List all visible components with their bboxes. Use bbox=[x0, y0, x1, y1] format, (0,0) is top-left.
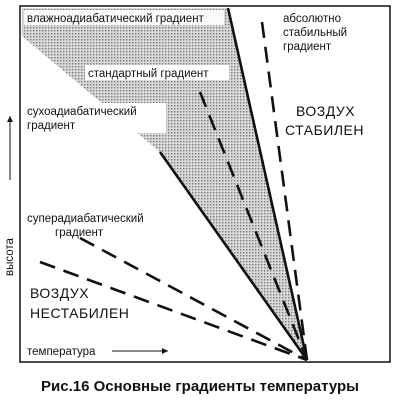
shaded-region bbox=[22, 8, 307, 360]
y-axis-label: высота bbox=[4, 237, 16, 276]
air-unstable-label-1: ВОЗДУХ bbox=[30, 285, 89, 301]
air-stable-label-1: ВОЗДУХ bbox=[296, 103, 355, 119]
standard-gradient-label: стандартный градиент bbox=[88, 68, 209, 80]
air-stable-label-2: СТАБИЛЕН bbox=[285, 122, 364, 138]
dry-adiabatic-line bbox=[158, 151, 309, 361]
air-unstable-label-2: НЕСТАБИЛЕН bbox=[30, 305, 129, 321]
dry-adiabatic-label-1: сухоадиабатический bbox=[27, 106, 137, 118]
figure-caption: Рис.16 Основные градиенты температуры bbox=[41, 378, 359, 395]
absolutely-stable-label-1: абсолютно bbox=[283, 13, 341, 25]
unstable-lower-line bbox=[39, 260, 308, 362]
diagram-frame bbox=[19, 5, 391, 363]
x-axis-label: температура bbox=[27, 346, 96, 358]
superadiabatic-label-1: супер­адиабатический bbox=[27, 213, 144, 225]
superadiabatic-label-2: градиент bbox=[55, 227, 104, 239]
dry-adiabatic-label-2: градиент bbox=[27, 120, 76, 132]
absolutely-stable-label-3: градиент bbox=[283, 41, 332, 53]
wet-adiabatic-line bbox=[226, 7, 309, 361]
absolutely-stable-label-2: стабильный bbox=[283, 27, 347, 39]
standard-gradient-line bbox=[198, 91, 309, 361]
superadiabatic-line bbox=[79, 236, 308, 362]
wet-adiabatic-label: влажноадиабатический градиент bbox=[27, 13, 205, 25]
absolutely-stable-line bbox=[260, 21, 309, 361]
